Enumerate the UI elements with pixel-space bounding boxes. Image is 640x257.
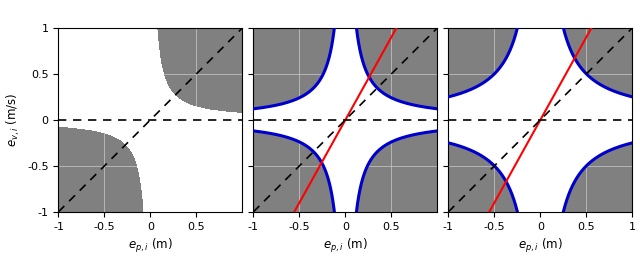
Y-axis label: $e_{v,i}$ (m/s): $e_{v,i}$ (m/s) (4, 93, 22, 147)
X-axis label: $e_{p,i}$ (m): $e_{p,i}$ (m) (323, 237, 368, 255)
X-axis label: $e_{p,i}$ (m): $e_{p,i}$ (m) (128, 237, 173, 255)
X-axis label: $e_{p,i}$ (m): $e_{p,i}$ (m) (518, 237, 563, 255)
